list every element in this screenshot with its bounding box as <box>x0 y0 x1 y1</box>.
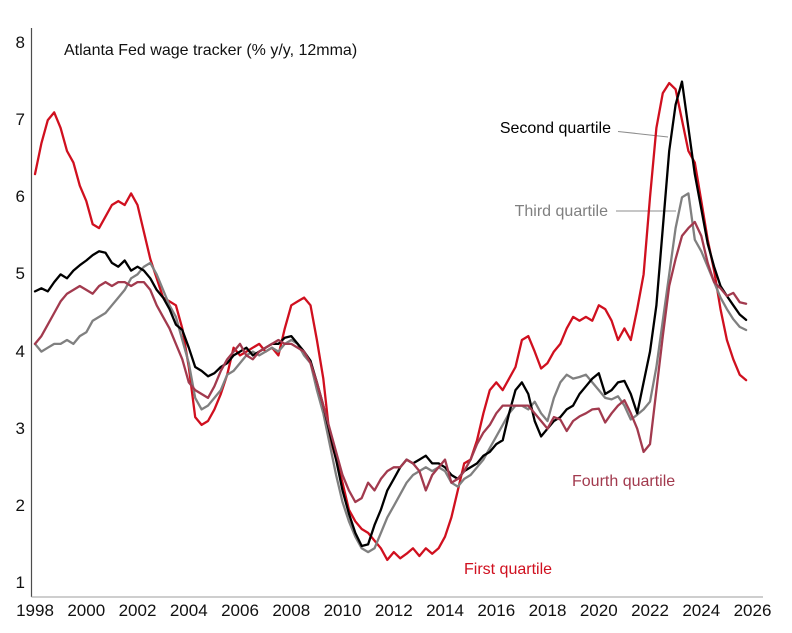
series-line-fourth-quartile <box>33 220 748 504</box>
leader-line-second-quartile <box>617 130 669 138</box>
x-tick-2026: 2026 <box>733 601 772 620</box>
x-tick-2024: 2024 <box>682 601 721 620</box>
series-label-second-quartile: Second quartile <box>499 120 611 137</box>
series-label-fourth-quartile: Fourth quartile <box>572 473 676 490</box>
series-label-third-quartile: Third quartile <box>514 203 608 220</box>
x-tick-2018: 2018 <box>528 601 567 620</box>
y-tick-2: 2 <box>15 495 25 515</box>
x-tick-2002: 2002 <box>118 601 157 620</box>
y-tick-6: 6 <box>15 187 25 207</box>
series-line-third-quartile <box>33 192 748 554</box>
x-tick-2014: 2014 <box>426 601 464 620</box>
y-tick-4: 4 <box>15 341 25 361</box>
x-tick-2006: 2006 <box>221 601 259 620</box>
x-tick-2020: 2020 <box>579 601 618 620</box>
chart-title: Atlanta Fed wage tracker (% y/y, 12mma) <box>64 42 358 59</box>
x-tick-2016: 2016 <box>477 601 516 620</box>
x-tick-2022: 2022 <box>631 601 669 620</box>
y-tick-7: 7 <box>15 110 25 130</box>
series-label-first-quartile: First quartile <box>464 561 553 578</box>
x-tick-1998: 1998 <box>16 601 54 620</box>
y-tick-3: 3 <box>15 418 25 438</box>
x-tick-2004: 2004 <box>169 601 208 620</box>
y-tick-8: 8 <box>15 33 25 52</box>
x-tick-2012: 2012 <box>374 601 413 620</box>
series-line-second-quartile <box>33 80 748 548</box>
x-tick-2010: 2010 <box>323 601 362 620</box>
y-tick-1: 1 <box>15 573 25 592</box>
x-tick-2008: 2008 <box>272 601 311 620</box>
x-tick-2000: 2000 <box>67 601 106 620</box>
y-tick-5: 5 <box>15 264 25 284</box>
